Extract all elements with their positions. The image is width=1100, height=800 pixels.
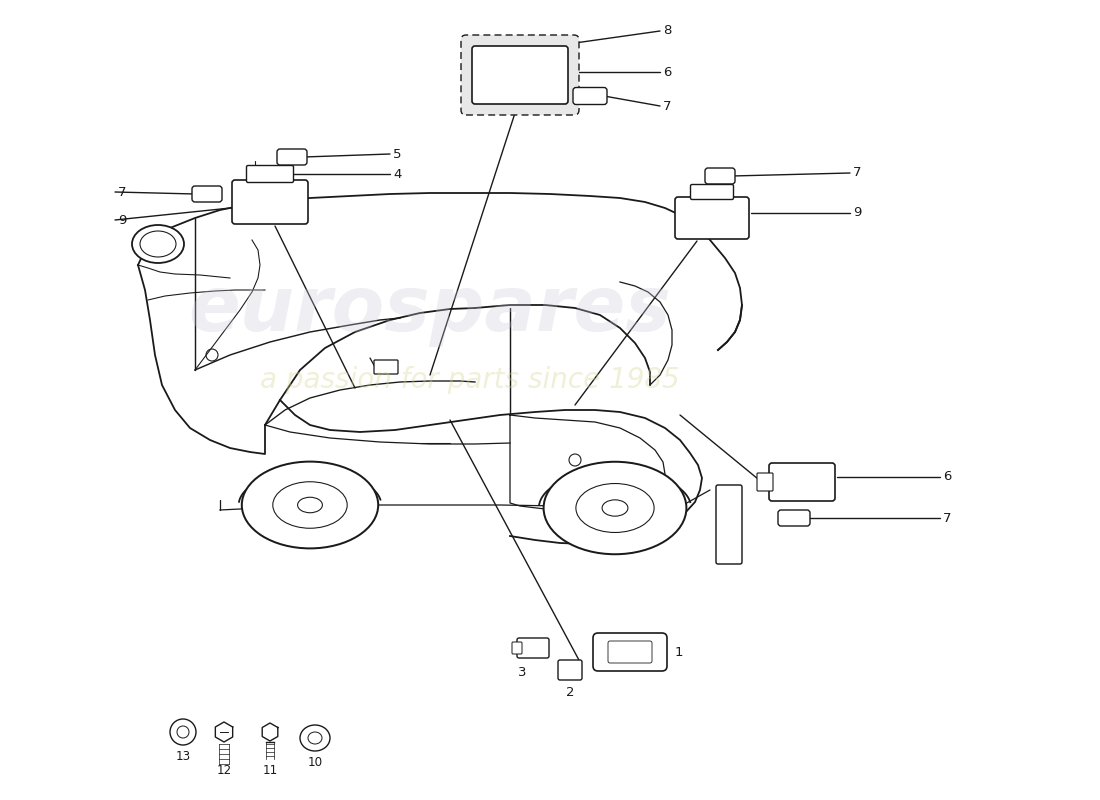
Ellipse shape (242, 462, 378, 549)
Text: 10: 10 (307, 757, 322, 770)
Text: 7: 7 (663, 99, 671, 113)
Text: 6: 6 (663, 66, 671, 78)
FancyBboxPatch shape (472, 46, 568, 104)
FancyBboxPatch shape (757, 473, 773, 491)
FancyBboxPatch shape (675, 197, 749, 239)
Text: 3: 3 (518, 666, 526, 679)
Ellipse shape (273, 482, 348, 528)
Ellipse shape (298, 498, 322, 513)
FancyBboxPatch shape (512, 642, 522, 654)
Ellipse shape (576, 483, 654, 533)
Text: 1: 1 (675, 646, 683, 658)
Text: 8: 8 (663, 25, 671, 38)
Text: 9: 9 (852, 206, 861, 219)
Text: 12: 12 (217, 763, 232, 777)
FancyBboxPatch shape (517, 638, 549, 658)
Text: 7: 7 (943, 511, 951, 525)
FancyBboxPatch shape (691, 185, 734, 199)
FancyBboxPatch shape (277, 149, 307, 165)
Text: 7: 7 (118, 186, 127, 198)
Text: eurospares: eurospares (188, 273, 671, 347)
FancyBboxPatch shape (232, 180, 308, 224)
Ellipse shape (602, 500, 628, 516)
FancyBboxPatch shape (593, 633, 667, 671)
Ellipse shape (543, 462, 686, 554)
Text: 5: 5 (393, 147, 402, 161)
FancyBboxPatch shape (246, 166, 294, 182)
Text: 9: 9 (118, 214, 127, 226)
FancyBboxPatch shape (705, 168, 735, 184)
Text: 13: 13 (175, 750, 190, 763)
Ellipse shape (132, 225, 184, 263)
FancyBboxPatch shape (716, 485, 742, 564)
Text: 4: 4 (393, 167, 402, 181)
Text: 2: 2 (565, 686, 574, 699)
FancyBboxPatch shape (461, 35, 579, 115)
FancyBboxPatch shape (608, 641, 652, 663)
Text: 7: 7 (852, 166, 861, 179)
FancyBboxPatch shape (778, 510, 810, 526)
Ellipse shape (140, 231, 176, 257)
FancyBboxPatch shape (192, 186, 222, 202)
FancyBboxPatch shape (558, 660, 582, 680)
FancyBboxPatch shape (769, 463, 835, 501)
Text: a passion for parts since 1985: a passion for parts since 1985 (261, 366, 680, 394)
FancyBboxPatch shape (573, 87, 607, 105)
Text: 11: 11 (263, 763, 277, 777)
Text: 6: 6 (943, 470, 951, 483)
FancyBboxPatch shape (374, 360, 398, 374)
